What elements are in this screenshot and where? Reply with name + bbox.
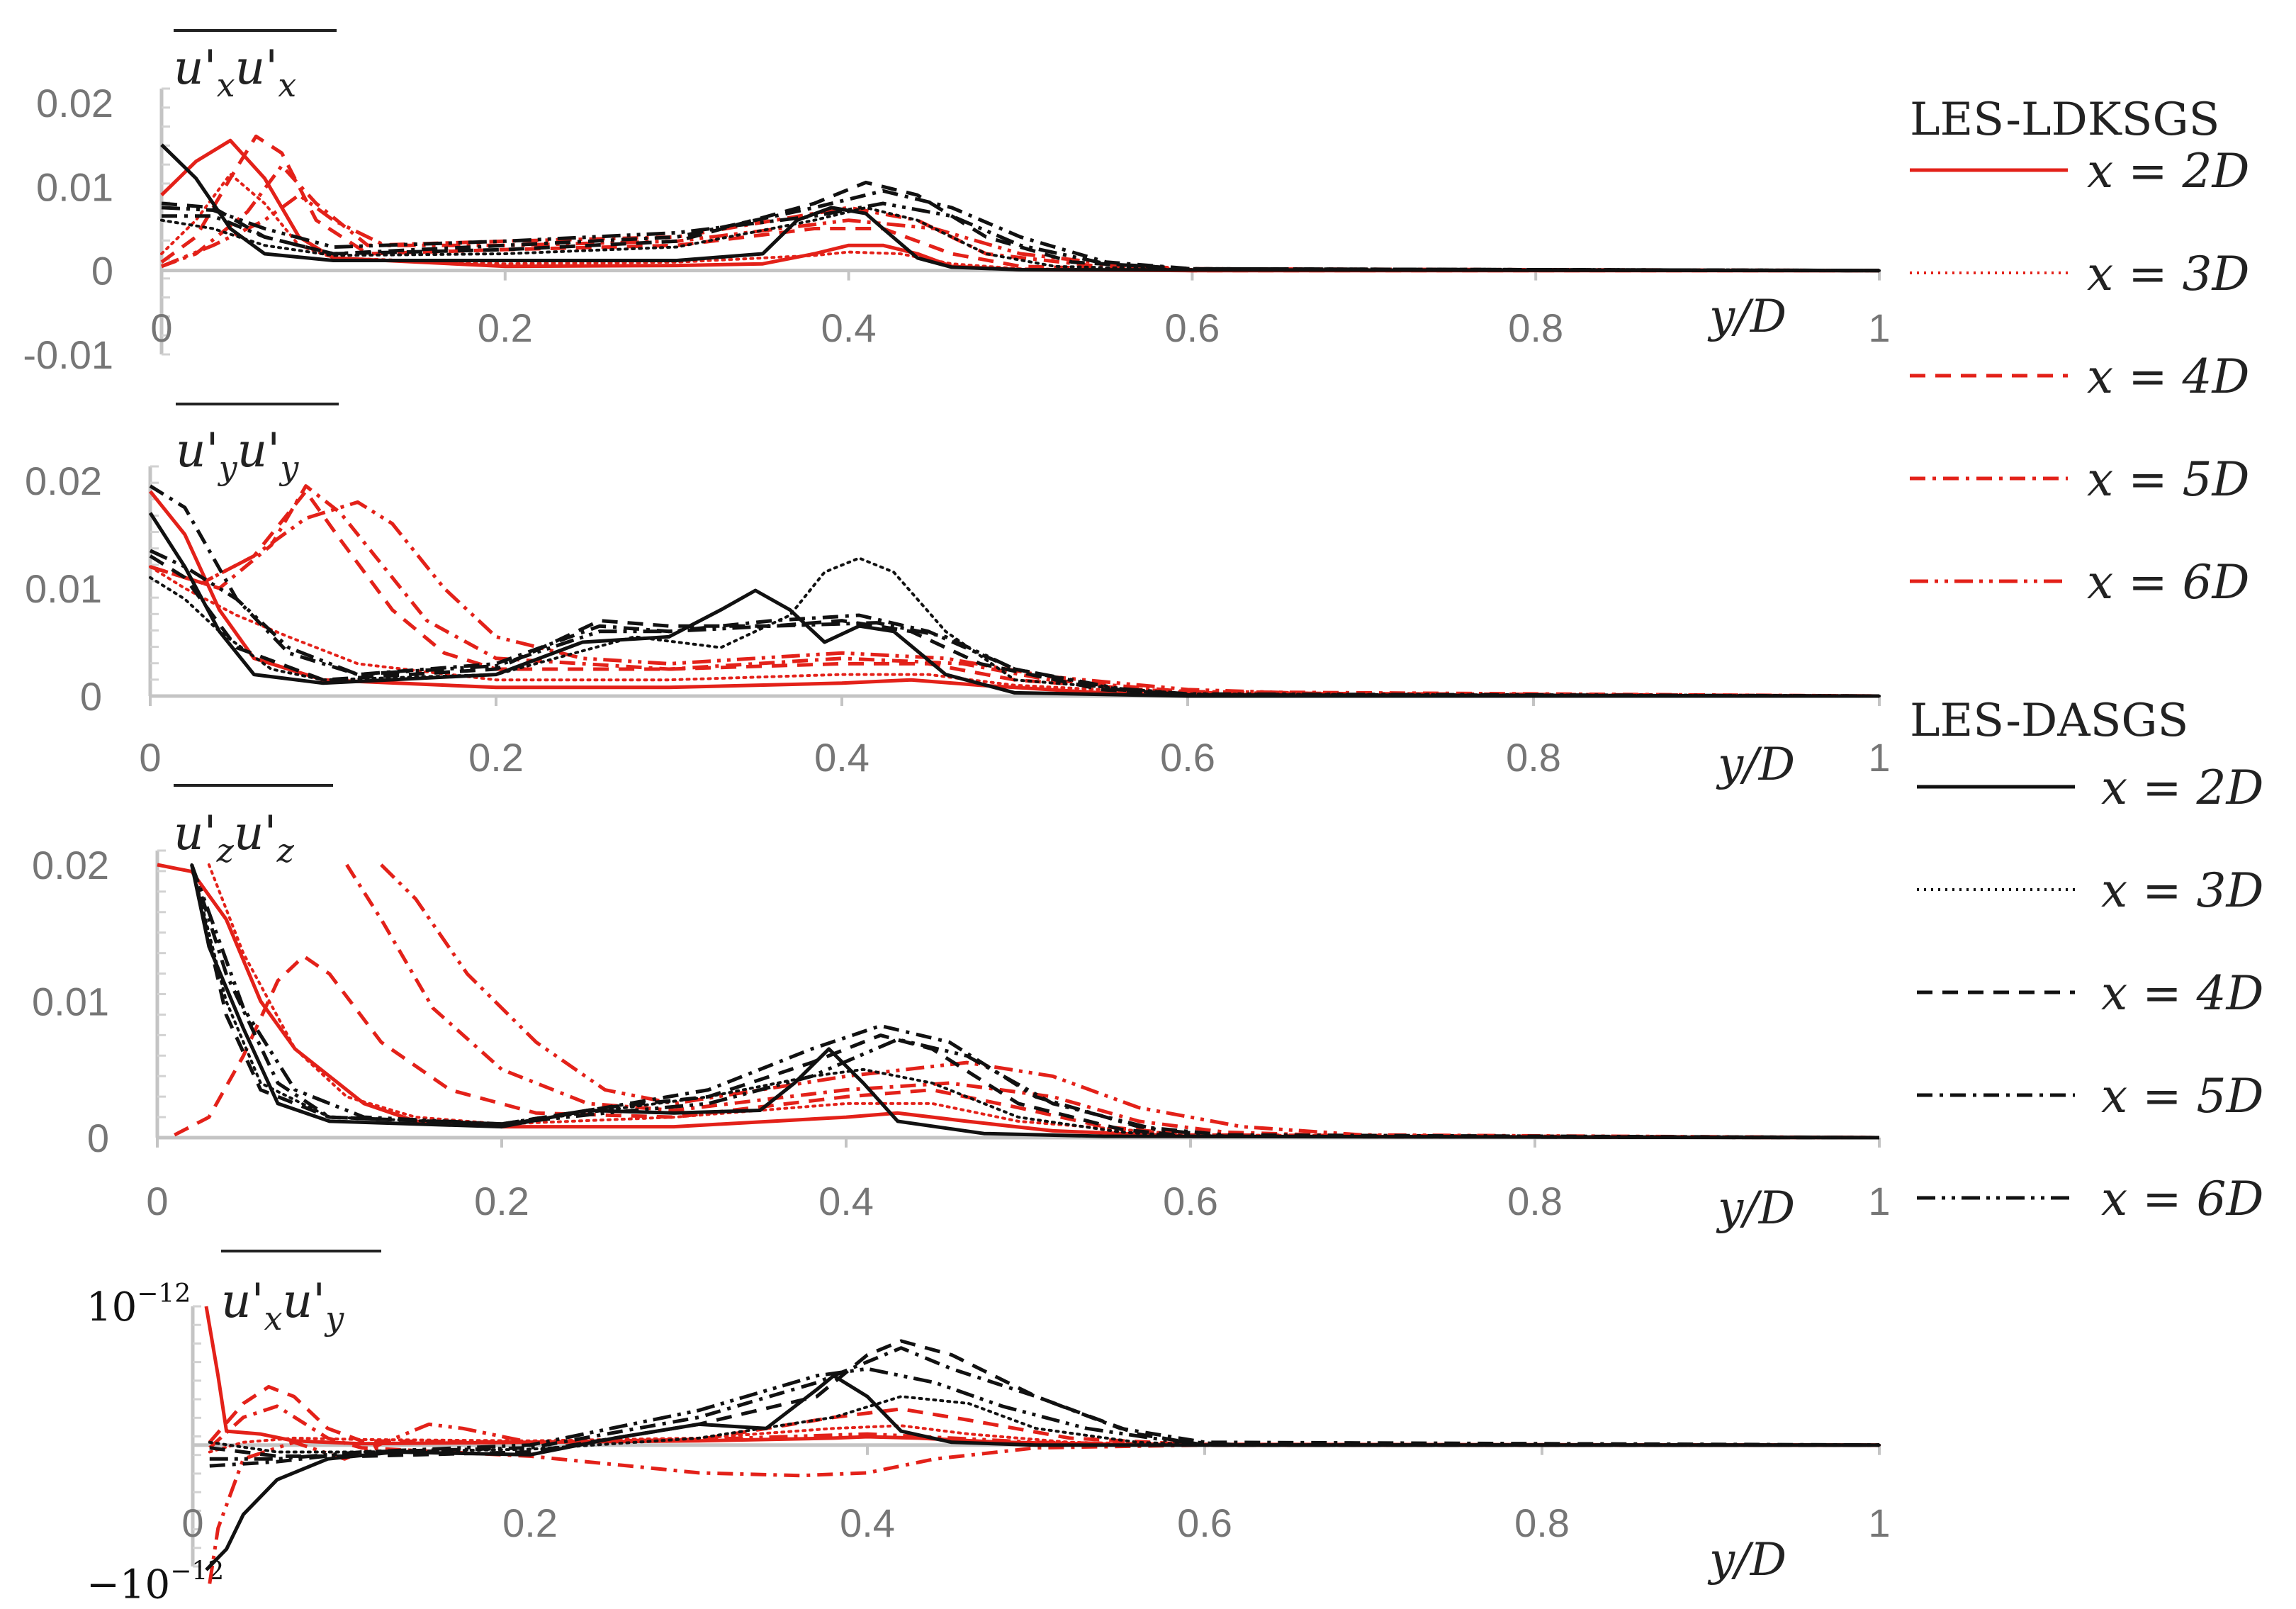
series-line bbox=[208, 1385, 1879, 1447]
legend-entry-label: x = 5D bbox=[2087, 452, 2249, 507]
series-line bbox=[209, 1367, 1879, 1461]
series-line bbox=[205, 1374, 1879, 1571]
y-tick-label: 10−12 bbox=[86, 1279, 191, 1330]
x-tick-label: 0.6 bbox=[1163, 1179, 1218, 1223]
series-line bbox=[190, 864, 1880, 1140]
x-tick-label: 0.8 bbox=[1506, 735, 1561, 780]
x-tick-label: 0.4 bbox=[818, 1179, 874, 1223]
y-tick-label: 0.02 bbox=[36, 81, 113, 125]
series-line bbox=[207, 863, 1881, 1139]
legend-title: LES-DASGS bbox=[1910, 695, 2188, 747]
x-tick-label: 1 bbox=[1868, 1179, 1890, 1223]
series-line bbox=[160, 134, 1879, 273]
legend-entry-label: x = 3D bbox=[2087, 247, 2249, 301]
x-tick-label: 0.6 bbox=[1160, 735, 1215, 780]
x-tick-label: 0.8 bbox=[1514, 1501, 1570, 1545]
legend-entry-label: x = 2D bbox=[2087, 144, 2249, 198]
series-line bbox=[209, 1339, 1879, 1458]
series-line bbox=[380, 863, 1880, 1140]
x-tick-label: 0 bbox=[181, 1501, 203, 1545]
panel-4: 0 0.2 0.4 0.6 0.8 1 10−12 −10−12 u'xu'y y/D bbox=[86, 1250, 1891, 1608]
series-line bbox=[190, 864, 1880, 1140]
series-line bbox=[157, 863, 1880, 1140]
y-tick-label: 0.02 bbox=[32, 843, 109, 887]
y-tick-label: 0.02 bbox=[25, 459, 102, 503]
series-line bbox=[204, 1306, 1880, 1447]
series-line bbox=[150, 489, 1880, 698]
panel-1: 0 0.2 0.4 0.6 0.8 1 0.02 0.01 0 -0.01 u'xu'x y/D bbox=[23, 29, 1891, 377]
x-axis-label: y/D bbox=[1716, 1182, 1795, 1235]
series-line bbox=[162, 189, 1880, 273]
x-tick-label: 0.8 bbox=[1507, 1179, 1563, 1223]
legend-entry-label: x = 6D bbox=[2101, 1172, 2263, 1226]
x-tick-label: 0 bbox=[150, 305, 172, 350]
y-axis-label: u'xu'y bbox=[221, 1274, 344, 1338]
x-tick-label: 0.2 bbox=[478, 305, 533, 350]
legend-entry-label: x = 4D bbox=[2101, 966, 2263, 1021]
series-line bbox=[190, 863, 1881, 1139]
legend-entry-label: x = 3D bbox=[2101, 863, 2263, 918]
series-line bbox=[160, 143, 1880, 273]
series-line bbox=[150, 484, 1880, 698]
x-tick-label: 1 bbox=[1868, 1501, 1890, 1545]
series-line bbox=[160, 206, 1881, 272]
series-line bbox=[161, 164, 1880, 273]
y-axis-label: u'xu'x bbox=[174, 40, 296, 104]
series-line bbox=[149, 549, 1880, 698]
x-tick-label: 0 bbox=[139, 735, 161, 780]
x-tick-label: 0 bbox=[146, 1179, 168, 1223]
x-axis-label: y/D bbox=[1707, 1534, 1786, 1586]
y-tick-label: −10−12 bbox=[86, 1557, 224, 1608]
series-line bbox=[149, 484, 1880, 698]
series-line bbox=[149, 554, 1880, 698]
x-tick-label: 1 bbox=[1868, 305, 1890, 350]
x-tick-label: 0.2 bbox=[468, 735, 524, 780]
y-tick-label: 0 bbox=[80, 674, 102, 719]
y-tick-label: 0.01 bbox=[36, 164, 113, 209]
legend-entry-label: x = 5D bbox=[2101, 1069, 2263, 1123]
series-line bbox=[149, 490, 1880, 698]
series-line bbox=[209, 1346, 1880, 1468]
y-tick-label: 0 bbox=[91, 249, 113, 293]
x-axis-label: y/D bbox=[1707, 291, 1786, 343]
x-tick-label: 0.6 bbox=[1177, 1501, 1232, 1545]
x-tick-label: 0.2 bbox=[502, 1501, 558, 1545]
panel-2: 0 0.2 0.4 0.6 0.8 1 0.02 0.01 0 u'yu'y y/D bbox=[25, 403, 1891, 791]
x-tick-label: 0.4 bbox=[840, 1501, 895, 1545]
x-tick-label: 0.2 bbox=[474, 1179, 529, 1223]
series-line bbox=[150, 500, 1880, 698]
series-line bbox=[190, 864, 1880, 1140]
series-line bbox=[345, 863, 1880, 1140]
series-line bbox=[148, 512, 1879, 698]
panel-3: 0 0.2 0.4 0.6 0.8 1 0.02 0.01 0 u'zu'z y/D bbox=[32, 784, 1891, 1235]
y-tick-label: 0 bbox=[87, 1116, 109, 1160]
x-tick-label: 0.4 bbox=[814, 735, 870, 780]
x-tick-label: 0.8 bbox=[1508, 305, 1563, 350]
series-line bbox=[208, 1395, 1881, 1454]
series-line bbox=[208, 1404, 1879, 1478]
y-axis-label: u'zu'z bbox=[174, 806, 295, 870]
x-axis-label: y/D bbox=[1716, 739, 1795, 791]
y-axis-label: u'yu'y bbox=[176, 423, 299, 487]
y-tick-label: -0.01 bbox=[23, 332, 113, 377]
series-line bbox=[161, 201, 1880, 273]
series-line bbox=[174, 954, 1880, 1140]
y-tick-label: 0.01 bbox=[25, 566, 102, 611]
x-tick-label: 0.6 bbox=[1164, 305, 1220, 350]
legend-title: LES-LDKSGS bbox=[1910, 94, 2219, 146]
series-line bbox=[149, 565, 1881, 697]
series-line bbox=[190, 864, 1880, 1140]
legend-entry-label: x = 2D bbox=[2101, 761, 2263, 815]
series-line bbox=[208, 1422, 1879, 1584]
x-tick-label: 1 bbox=[1868, 735, 1890, 780]
legend-entry-label: x = 6D bbox=[2087, 555, 2249, 610]
legend-entry-label: x = 4D bbox=[2087, 349, 2249, 404]
y-tick-label: 0.01 bbox=[32, 980, 109, 1024]
x-tick-label: 0.4 bbox=[821, 305, 877, 350]
